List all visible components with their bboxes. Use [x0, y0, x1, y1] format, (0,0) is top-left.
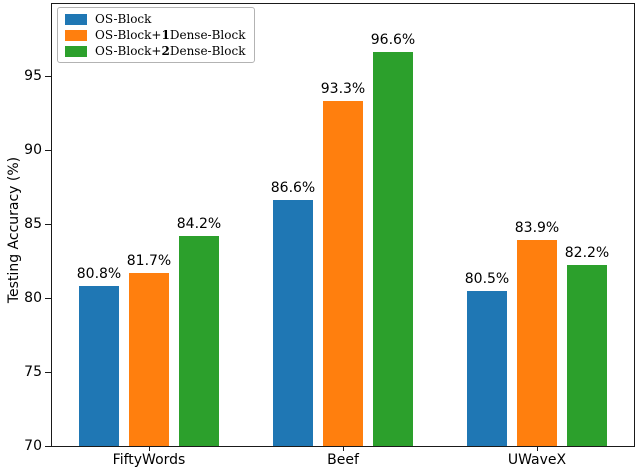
- bar: [129, 272, 169, 446]
- legend-label: OS-Block: [95, 12, 152, 26]
- bar-value-label: 80.5%: [464, 270, 510, 287]
- x-tick: [343, 447, 344, 451]
- y-tick-label: 90: [24, 141, 42, 158]
- y-tick-label: 85: [24, 215, 42, 232]
- legend-item: OS-Block+2Dense-Block: [65, 44, 245, 58]
- x-tick: [149, 447, 150, 451]
- legend-swatch: [65, 29, 87, 41]
- bar: [79, 286, 119, 446]
- y-tick-label: 80: [24, 289, 42, 306]
- bar-value-label: 80.8%: [76, 266, 122, 283]
- legend: OS-Block OS-Block+1Dense-Block OS-Block+2D…: [57, 7, 256, 63]
- bar-value-label: 82.2%: [564, 245, 610, 262]
- bar-value-label: 81.7%: [126, 252, 172, 269]
- bar-value-label: 84.2%: [176, 215, 222, 232]
- bar: [467, 290, 507, 446]
- bar: [373, 52, 413, 446]
- y-tick: [45, 297, 51, 299]
- bar: [273, 200, 313, 446]
- bar: [179, 235, 219, 446]
- bar: [567, 265, 607, 446]
- bar-value-label: 83.9%: [514, 220, 560, 237]
- bar-value-label: 86.6%: [270, 180, 316, 197]
- bar-value-label: 96.6%: [370, 32, 416, 49]
- legend-label: OS-Block+2Dense-Block: [95, 44, 246, 58]
- y-tick: [45, 371, 51, 373]
- bar: [323, 101, 363, 446]
- legend-label: OS-Block+1Dense-Block: [95, 28, 246, 42]
- bar: [517, 240, 557, 446]
- bar-value-label: 93.3%: [320, 81, 366, 97]
- y-tick-label: 70: [24, 438, 42, 454]
- x-tick-label: FiftyWords: [112, 452, 186, 468]
- y-tick: [45, 149, 51, 151]
- legend-item: OS-Block+1Dense-Block: [65, 28, 245, 42]
- legend-item: OS-Block: [65, 12, 245, 26]
- y-tick: [45, 446, 51, 447]
- x-tick-label: UWaveX: [507, 452, 567, 468]
- y-tick: [45, 223, 51, 225]
- x-tick: [537, 447, 538, 451]
- plot-area: 80.8% 81.7% 84.2% 86.6% 93.3% 96.6% 80.5% 83.9%…: [51, 3, 635, 447]
- legend-swatch: [65, 13, 87, 25]
- x-tick-label: Beef: [327, 452, 359, 468]
- y-tick-label: 95: [24, 67, 42, 84]
- legend-swatch: [65, 45, 87, 57]
- y-tick: [45, 75, 51, 77]
- y-tick-label: 75: [24, 363, 42, 380]
